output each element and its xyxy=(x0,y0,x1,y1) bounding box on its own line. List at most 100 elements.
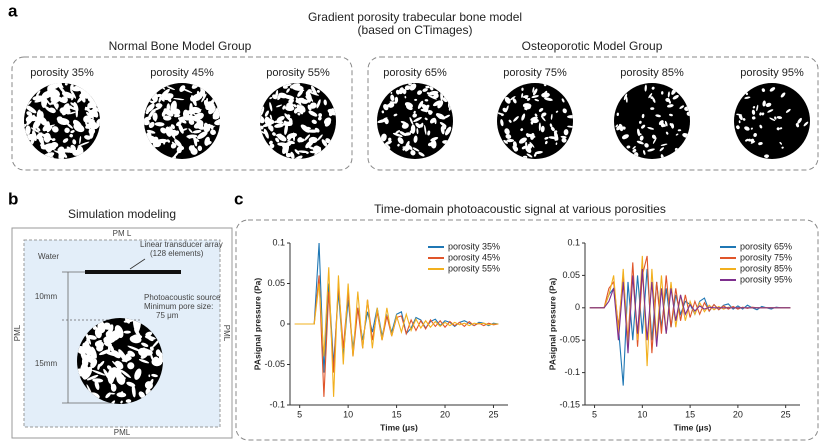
pore xyxy=(72,139,77,145)
pore xyxy=(127,350,136,357)
pore xyxy=(111,350,121,359)
pore xyxy=(59,107,65,113)
pore xyxy=(412,147,420,152)
legend-label: porosity 75% xyxy=(740,252,792,262)
pore xyxy=(644,143,649,148)
pore xyxy=(416,128,419,135)
pore xyxy=(526,153,533,158)
pore xyxy=(70,130,75,134)
pore xyxy=(623,93,628,101)
pore xyxy=(159,96,165,102)
pore xyxy=(509,96,516,101)
pore xyxy=(417,90,423,95)
pore xyxy=(304,134,311,141)
pore xyxy=(293,155,303,159)
pore xyxy=(287,132,298,139)
pore xyxy=(508,119,512,123)
annotation: Minimum pore size: xyxy=(144,302,213,311)
pore xyxy=(138,359,150,364)
pore xyxy=(390,94,395,102)
pore xyxy=(97,121,100,127)
pore xyxy=(275,137,280,143)
pore xyxy=(425,85,430,89)
pore xyxy=(311,119,317,125)
pore xyxy=(380,135,387,142)
group-box xyxy=(367,56,819,171)
pore xyxy=(541,112,547,117)
legend-label: porosity 55% xyxy=(448,263,500,273)
panel-letter: a xyxy=(8,1,18,20)
pore xyxy=(533,152,537,157)
pore xyxy=(94,125,98,129)
pore xyxy=(69,134,73,138)
pore xyxy=(166,95,172,103)
pore xyxy=(152,112,158,121)
pore xyxy=(105,329,118,339)
pore xyxy=(667,91,670,98)
pore xyxy=(199,136,202,139)
pore xyxy=(166,86,175,90)
pore xyxy=(192,129,202,134)
pore xyxy=(395,130,400,134)
pore xyxy=(764,154,770,158)
pore xyxy=(308,146,315,150)
pore xyxy=(44,97,51,106)
group-box xyxy=(235,219,819,441)
pore xyxy=(64,83,68,86)
panel-letter: c xyxy=(234,189,243,208)
pore xyxy=(151,373,158,378)
pore xyxy=(216,111,220,115)
pore xyxy=(545,140,548,145)
pore xyxy=(290,151,295,159)
image-label: porosity 95% xyxy=(740,67,804,79)
pore xyxy=(196,122,204,129)
x-axis-label: Time (μs) xyxy=(674,422,712,432)
pore xyxy=(430,136,439,142)
pore xyxy=(776,127,780,131)
pore xyxy=(381,110,385,114)
pore xyxy=(188,145,196,152)
pore xyxy=(116,392,127,398)
pore xyxy=(103,341,112,347)
pores xyxy=(736,87,809,159)
pore xyxy=(549,123,553,128)
pore xyxy=(86,335,90,342)
y-tick-label: -0.05 xyxy=(559,335,580,345)
pore xyxy=(555,110,559,113)
pore xyxy=(394,96,399,103)
legend-label: porosity 95% xyxy=(740,274,792,284)
pore xyxy=(166,139,171,143)
pore xyxy=(260,115,265,124)
pore xyxy=(70,89,77,99)
pore xyxy=(278,92,288,99)
pore xyxy=(759,112,762,116)
pore xyxy=(193,137,200,142)
pore xyxy=(204,123,208,132)
y-tick-label: 0 xyxy=(280,318,285,328)
pore xyxy=(550,113,553,120)
pore xyxy=(776,116,783,119)
pore xyxy=(151,357,163,367)
pore xyxy=(316,89,320,93)
pore xyxy=(36,90,41,97)
pore xyxy=(405,147,410,152)
pore xyxy=(39,116,48,126)
pore xyxy=(538,122,541,132)
pore xyxy=(440,126,445,135)
pore xyxy=(316,99,321,109)
pore xyxy=(118,349,128,363)
pore xyxy=(667,104,674,108)
pore xyxy=(615,124,619,128)
pore xyxy=(285,146,290,156)
pore xyxy=(269,97,273,100)
pore xyxy=(513,116,519,122)
pore xyxy=(71,96,74,101)
pore xyxy=(144,118,150,126)
pore xyxy=(86,374,99,381)
pore xyxy=(402,147,406,151)
pore xyxy=(267,118,277,124)
pore xyxy=(294,149,300,155)
dimension-label: 15mm xyxy=(35,359,58,368)
pore xyxy=(44,106,52,113)
pore xyxy=(321,139,328,147)
